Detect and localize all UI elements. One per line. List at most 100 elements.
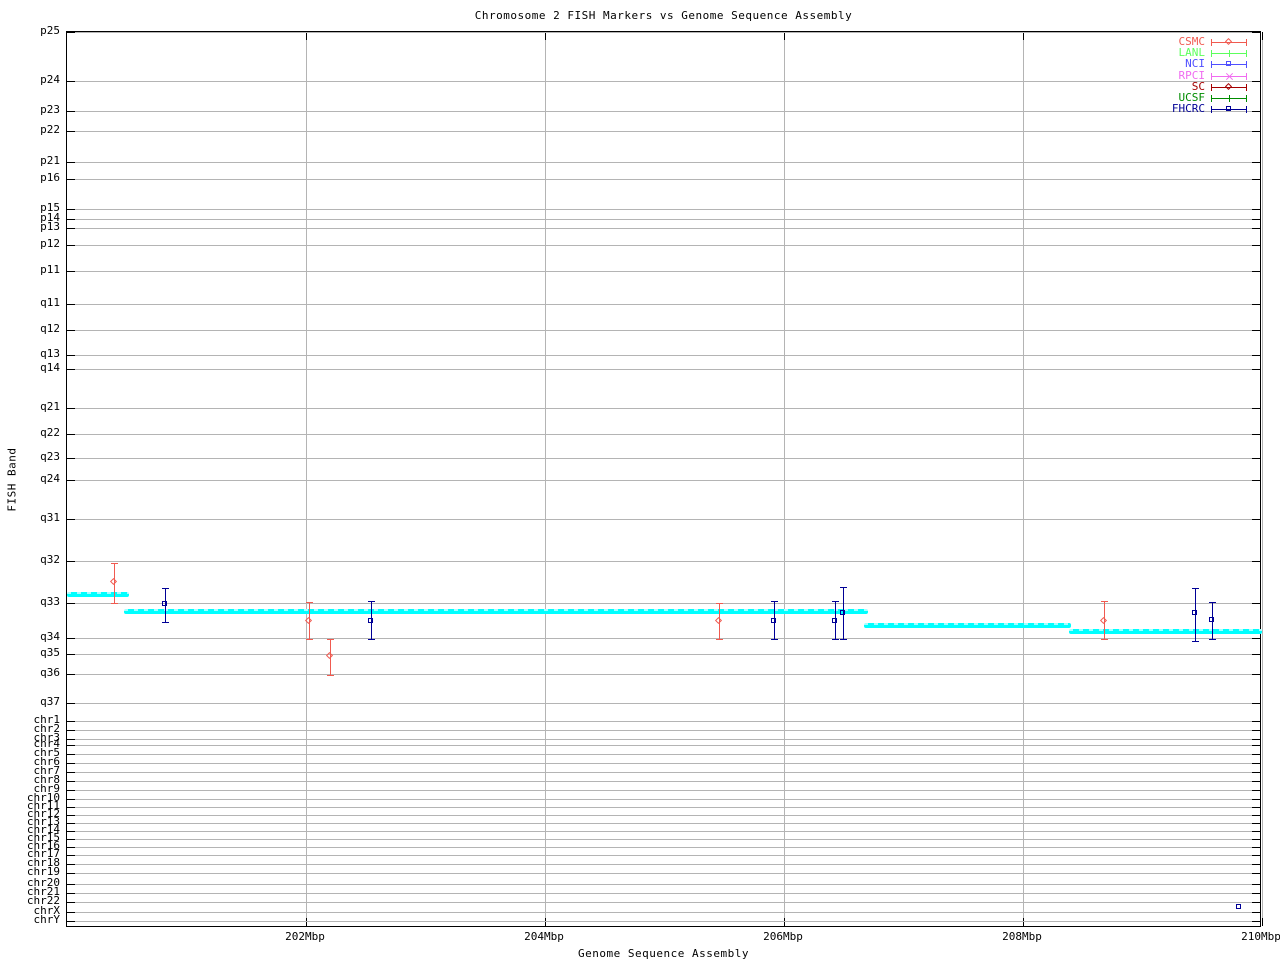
y-tick-left — [67, 81, 75, 82]
error-bar-cap — [716, 639, 723, 640]
error-bar-cap — [368, 639, 375, 640]
legend-sample-cap — [1211, 73, 1212, 80]
data-point-marker — [1099, 616, 1108, 625]
error-bar-cap — [368, 601, 375, 602]
y-tick-label: q12 — [40, 322, 60, 335]
y-tick-right — [1252, 674, 1260, 675]
y-tick-label: q14 — [40, 361, 60, 374]
error-bar-line — [719, 603, 720, 639]
y-tick-right — [1252, 434, 1260, 435]
y-tick-right — [1252, 271, 1260, 272]
data-point-marker — [1192, 610, 1197, 615]
error-bar-cap — [162, 622, 169, 623]
y-gridline — [67, 839, 1260, 840]
y-gridline — [67, 921, 1260, 922]
y-gridline — [67, 745, 1260, 746]
y-tick-left — [67, 912, 75, 913]
y-tick-label: p15 — [40, 201, 60, 214]
y-gridline — [67, 654, 1260, 655]
x-tick-bottom — [1023, 918, 1024, 926]
legend-sample-cap — [1211, 84, 1212, 91]
x-tick-label: 206Mbp — [763, 930, 803, 943]
y-tick-left — [67, 703, 75, 704]
legend-sample-cap — [1211, 39, 1212, 46]
legend-sample-cap — [1211, 106, 1212, 113]
y-tick-left — [67, 162, 75, 163]
y-gridline — [67, 480, 1260, 481]
y-gridline — [67, 912, 1260, 913]
y-tick-right — [1252, 81, 1260, 82]
y-tick-right — [1252, 111, 1260, 112]
error-bar-cap — [840, 587, 847, 588]
y-tick-left — [67, 730, 75, 731]
y-tick-left — [67, 408, 75, 409]
y-gridline — [67, 703, 1260, 704]
y-tick-left — [67, 228, 75, 229]
y-tick-left — [67, 893, 75, 894]
y-tick-label: q22 — [40, 426, 60, 439]
y-tick-label: p11 — [40, 263, 60, 276]
x-tick-label: 202Mbp — [285, 930, 325, 943]
y-tick-right — [1252, 912, 1260, 913]
y-gridline — [67, 111, 1260, 112]
y-tick-label: p16 — [40, 171, 60, 184]
y-gridline — [67, 131, 1260, 132]
y-tick-right — [1252, 823, 1260, 824]
y-tick-label: chr6 — [33, 755, 61, 768]
y-tick-left — [67, 884, 75, 885]
legend-label: LANL — [1178, 46, 1206, 59]
y-gridline — [67, 884, 1260, 885]
y-tick-right — [1252, 162, 1260, 163]
legend-label: CSMC — [1178, 35, 1206, 48]
data-point-marker — [1236, 904, 1241, 909]
y-gridline — [67, 754, 1260, 755]
error-bar-line — [330, 639, 331, 675]
y-tick-label: chr12 — [26, 807, 60, 820]
y-tick-label: q35 — [40, 646, 60, 659]
y-tick-label: p22 — [40, 123, 60, 136]
y-tick-label: chr14 — [26, 823, 60, 836]
error-bar-cap — [306, 602, 313, 603]
legend-sample-cap — [1246, 95, 1247, 102]
y-tick-left — [67, 847, 75, 848]
legend-sample-cap — [1246, 84, 1247, 91]
y-tick-left — [67, 330, 75, 331]
y-tick-right — [1252, 603, 1260, 604]
data-point-marker — [840, 610, 845, 615]
legend-sample — [1211, 58, 1247, 70]
data-point-marker — [1224, 82, 1233, 91]
y-tick-left — [67, 369, 75, 370]
y-tick-left — [67, 721, 75, 722]
y-tick-right — [1252, 847, 1260, 848]
legend-row: UCSF — [1150, 92, 1248, 104]
legend-label: FHCRC — [1171, 102, 1205, 115]
y-tick-label: q33 — [40, 595, 60, 608]
y-gridline — [67, 271, 1260, 272]
data-point-marker — [1226, 53, 1233, 54]
y-tick-right — [1252, 739, 1260, 740]
y-tick-right — [1252, 32, 1260, 33]
y-gridline — [67, 245, 1260, 246]
y-tick-right — [1252, 458, 1260, 459]
error-bar-cap — [771, 601, 778, 602]
y-tick-label: chrY — [33, 913, 61, 926]
legend-sample — [1211, 47, 1247, 59]
y-tick-label: p21 — [40, 154, 60, 167]
y-gridline — [67, 763, 1260, 764]
y-tick-left — [67, 561, 75, 562]
error-bar-cap — [1192, 588, 1199, 589]
y-tick-left — [67, 434, 75, 435]
error-bar-cap — [1209, 602, 1216, 603]
y-tick-left — [67, 209, 75, 210]
y-gridline — [67, 32, 1260, 33]
error-bar-line — [309, 602, 310, 639]
data-point-marker — [1226, 61, 1231, 66]
y-tick-label: chr4 — [33, 737, 61, 750]
y-tick-label: q11 — [40, 296, 60, 309]
y-gridline — [67, 561, 1260, 562]
y-gridline — [67, 721, 1260, 722]
y-tick-right — [1252, 245, 1260, 246]
data-point-marker — [1226, 98, 1233, 99]
y-tick-left — [67, 815, 75, 816]
y-tick-right — [1252, 754, 1260, 755]
